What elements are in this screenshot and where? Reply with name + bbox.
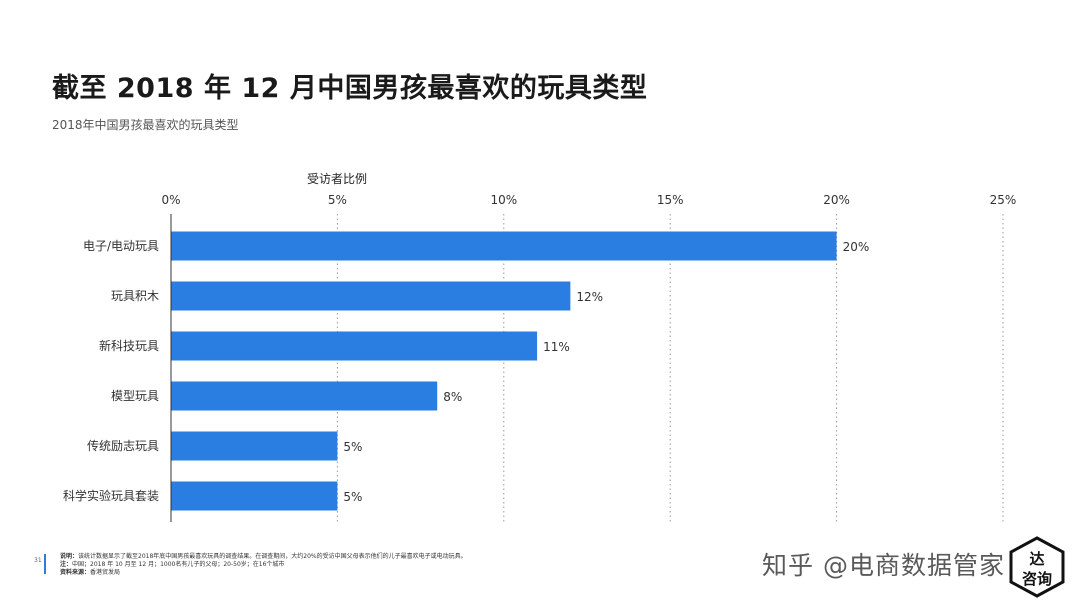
logo-line1: 达 — [1029, 550, 1044, 568]
category-label: 电子/电动玩具 — [83, 239, 159, 253]
logo-hexagon — [1009, 536, 1065, 598]
bar — [171, 481, 338, 511]
category-label: 科学实验玩具套装 — [63, 488, 159, 503]
data-label: 11% — [543, 340, 570, 354]
x-tick-label: 25% — [990, 193, 1017, 207]
bar — [171, 381, 438, 411]
footer-description: 说明：该统计数据显示了截至2018年底中国男孩最喜欢玩具的调查结果。在调查期间，… — [60, 553, 467, 560]
x-tick-label: 10% — [490, 193, 517, 207]
data-labels: 20% 12% 11% 8% 5% 5% — [343, 240, 869, 504]
logo-line2: 咨询 — [1022, 570, 1052, 588]
footer-source: 资料来源：香港贸发局 — [60, 569, 121, 576]
data-label: 5% — [343, 490, 362, 504]
x-tick-label: 5% — [328, 193, 347, 207]
bar — [171, 231, 837, 261]
page-subtitle: 2018年中国男孩最喜欢的玩具类型 — [52, 118, 239, 132]
footer-accent-bar — [44, 554, 46, 574]
data-label: 20% — [843, 240, 870, 254]
grid-lines — [336, 214, 1004, 522]
data-label: 8% — [443, 390, 462, 404]
category-label: 玩具积木 — [111, 289, 159, 303]
x-tick-labels: 0% 5% 10% 15% 20% 25% — [161, 193, 1016, 207]
x-tick-label: 15% — [657, 193, 684, 207]
watermark-text: 知乎 @电商数据管家 — [762, 551, 1005, 580]
x-tick-label: 0% — [161, 193, 180, 207]
page-title: 截至 2018 年 12 月中国男孩最喜欢的玩具类型 — [52, 73, 648, 104]
logo: 达 咨询 — [1009, 536, 1065, 598]
x-tick-label: 20% — [823, 193, 850, 207]
data-label: 5% — [343, 440, 362, 454]
category-label: 模型玩具 — [111, 389, 159, 403]
category-label: 传统励志玩具 — [87, 438, 159, 453]
bar — [171, 281, 571, 311]
bars — [171, 231, 837, 511]
page-number: 31 — [34, 557, 42, 564]
bar — [171, 431, 338, 461]
data-label: 12% — [576, 290, 603, 304]
footer-notes: 31 说明：该统计数据显示了截至2018年底中国男孩最喜欢玩具的调查结果。在调查… — [34, 553, 467, 577]
footer-note: 注：中国；2018 年 10 月至 12 月；1000名有儿子的父母；20-50… — [60, 561, 285, 568]
bar-chart: 受访者比例 0% 5% 10% 15% 20% 25% 电子/电动玩具玩具积木新科技玩具模… — [63, 172, 1016, 522]
x-axis-title: 受访者比例 — [307, 172, 367, 186]
category-label: 新科技玩具 — [99, 338, 159, 353]
bar — [171, 331, 538, 361]
